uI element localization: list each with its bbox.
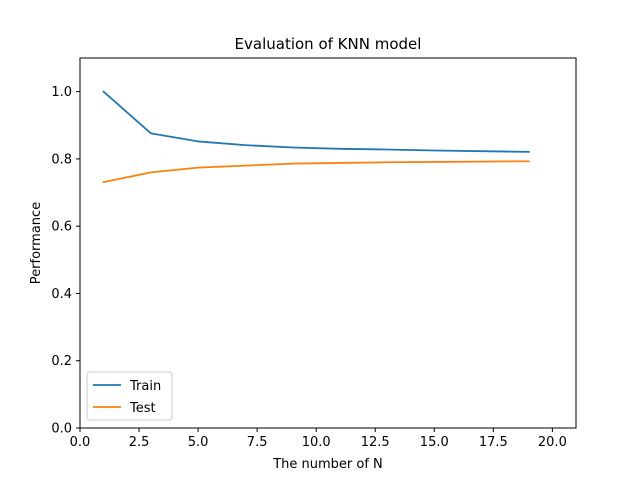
x-tick-label: 5.0 [188,435,209,450]
y-axis-label: Performance [29,202,44,284]
series-layer [102,90,530,184]
x-tick-label: 0.0 [70,435,91,450]
x-tick-label: 20.0 [538,435,567,450]
x-axis-label: The number of N [272,457,383,472]
legend: Train Test [86,371,173,421]
y-tick-label: 0.6 [51,220,72,235]
y-tick-label: 1.0 [51,85,72,100]
y-tick-label: 0.4 [51,287,72,302]
series-line-test [102,160,530,184]
y-tick-label: 0.0 [51,422,72,437]
x-tick-label: 2.5 [129,435,150,450]
chart-title: Evaluation of KNN model [235,35,422,53]
legend-label-test: Test [129,401,156,416]
legend-label-train: Train [129,379,161,394]
y-axis-ticks: 0.0 0.2 0.4 0.6 0.8 1.0 [51,85,80,437]
x-tick-label: 7.5 [247,435,268,450]
y-tick-label: 0.8 [51,152,72,167]
x-tick-label: 12.5 [361,435,390,450]
plot-frame [79,57,577,429]
y-tick-label: 0.2 [51,354,72,369]
x-tick-label: 15.0 [420,435,449,450]
x-tick-label: 17.5 [479,435,508,450]
legend-box [86,371,173,421]
series-line-train [102,90,530,153]
x-tick-label: 10.0 [302,435,331,450]
x-axis-ticks: 0.0 2.5 5.0 7.5 10.0 12.5 15.0 17.5 20.0 [70,428,567,450]
